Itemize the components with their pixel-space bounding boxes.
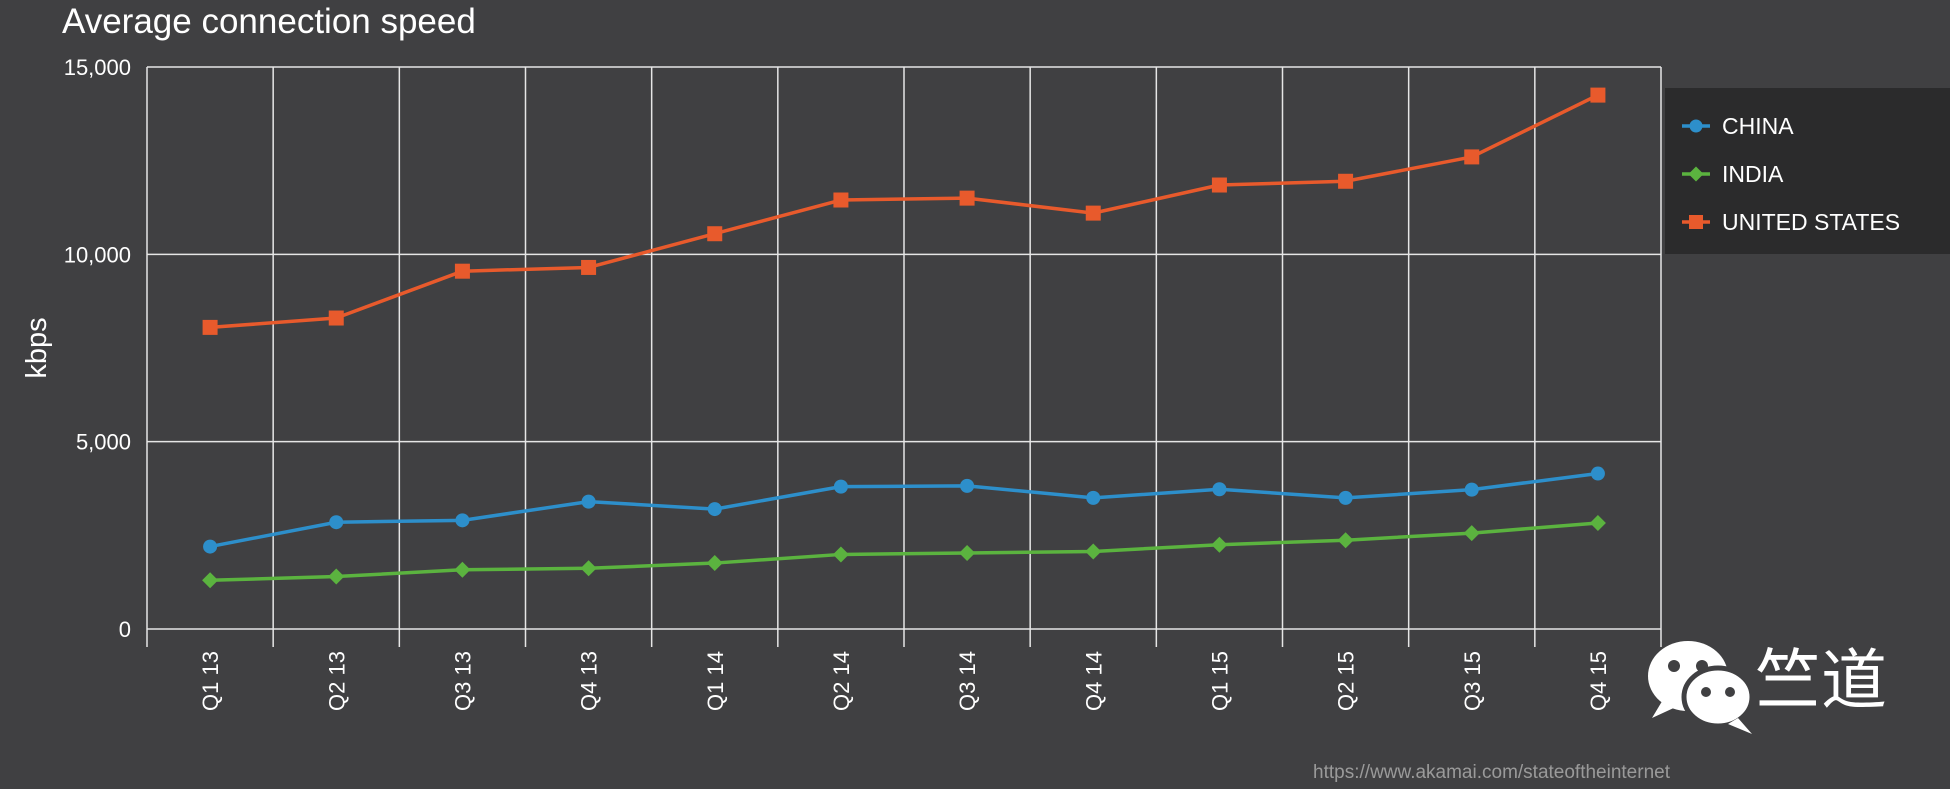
y-tick-label: 5,000 <box>76 430 131 455</box>
data-point-india <box>959 544 976 561</box>
watermark: 竺道 <box>1648 641 1887 734</box>
series-line-china <box>209 471 1599 549</box>
legend-box <box>1665 88 1950 254</box>
data-point-china <box>455 513 470 528</box>
series-united-states <box>202 87 1606 335</box>
legend-marker-india <box>1688 166 1704 182</box>
x-axis-ticks: Q1 13 Q2 13 Q3 13 Q4 13 Q1 14 Q2 14 Q3 14 Q4 14… <box>198 651 1611 711</box>
y-tick-label: 10,000 <box>64 242 131 267</box>
data-point-india <box>1337 532 1354 549</box>
grid-lines <box>146 66 1662 647</box>
data-point-united-states <box>959 190 975 206</box>
data-point-united-states <box>1338 173 1354 189</box>
series-china <box>203 466 1605 554</box>
data-point-india <box>454 561 471 578</box>
data-point-united-states <box>833 192 849 208</box>
legend-items: CHINA INDIA UNITED STATES <box>1682 113 1900 235</box>
source-url: https://www.akamai.com/stateoftheinterne… <box>1313 762 1671 783</box>
data-point-india <box>202 572 219 589</box>
data-point-united-states <box>1211 177 1227 193</box>
wechat-icon <box>1648 641 1755 734</box>
data-point-china <box>1338 490 1353 505</box>
legend-label-india: INDIA <box>1722 161 1784 187</box>
data-point-united-states <box>454 263 470 279</box>
x-tick-label: Q1 13 <box>198 651 223 711</box>
data-point-india <box>706 555 723 572</box>
data-point-china <box>1212 482 1227 497</box>
data-point-india <box>580 560 597 577</box>
legend: CHINA INDIA UNITED STATES <box>1665 88 1950 254</box>
data-point-india <box>1589 514 1606 531</box>
data-point-india <box>1085 543 1102 560</box>
data-point-china <box>329 515 344 530</box>
x-tick-label: Q3 15 <box>1460 651 1485 711</box>
watermark-brand-text: 竺道 <box>1755 643 1887 717</box>
y-tick-label: 15,000 <box>64 55 131 80</box>
data-point-india <box>1211 536 1228 553</box>
data-point-china <box>960 478 975 493</box>
series-layer <box>202 87 1606 589</box>
x-tick-label: Q3 13 <box>450 651 475 711</box>
series-line-united-states <box>209 93 1599 330</box>
y-axis-label: kbps <box>21 317 53 378</box>
data-point-united-states <box>1464 149 1480 165</box>
x-tick-label: Q1 15 <box>1207 651 1232 711</box>
series-line-india <box>210 521 1599 583</box>
data-point-united-states <box>1085 205 1101 221</box>
data-point-china <box>581 494 596 509</box>
x-tick-label: Q3 14 <box>955 651 980 711</box>
data-point-china <box>1464 482 1479 497</box>
x-tick-label: Q4 15 <box>1586 651 1611 711</box>
legend-label-china: CHINA <box>1722 113 1794 139</box>
data-point-united-states <box>202 319 218 335</box>
x-tick-label: Q4 14 <box>1081 651 1106 711</box>
x-tick-label: Q2 14 <box>829 651 854 711</box>
legend-item-united-states: UNITED STATES <box>1682 209 1900 235</box>
data-point-united-states <box>328 310 344 326</box>
data-point-china <box>203 539 218 554</box>
data-point-china <box>707 502 722 517</box>
legend-marker-china <box>1689 119 1703 133</box>
x-tick-label: Q2 15 <box>1334 651 1359 711</box>
data-point-india <box>1463 525 1480 542</box>
chart-title: Average connection speed <box>62 2 476 41</box>
x-tick-label: Q1 14 <box>703 651 728 711</box>
data-point-china <box>833 479 848 494</box>
series-india <box>202 514 1606 589</box>
data-point-china <box>1590 466 1605 481</box>
y-axis-ticks: 0 5,000 10,000 15,000 <box>64 55 131 642</box>
data-point-united-states <box>707 226 723 242</box>
data-point-united-states <box>1590 87 1606 103</box>
legend-marker-united-states <box>1689 215 1703 229</box>
x-tick-label: Q4 13 <box>577 651 602 711</box>
data-point-united-states <box>581 259 597 275</box>
legend-item-china: CHINA <box>1682 113 1794 139</box>
data-point-india <box>328 568 345 585</box>
x-tick-label: Q2 13 <box>324 651 349 711</box>
y-tick-label: 0 <box>119 617 131 642</box>
legend-label-united-states: UNITED STATES <box>1722 209 1900 235</box>
legend-item-india: INDIA <box>1682 161 1784 187</box>
data-point-china <box>1086 490 1101 505</box>
data-point-india <box>832 546 849 563</box>
